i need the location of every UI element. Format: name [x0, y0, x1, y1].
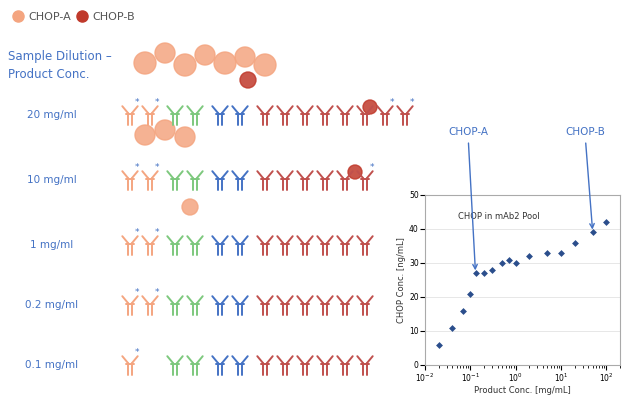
Text: *: *	[154, 98, 159, 107]
Text: 20 mg/ml: 20 mg/ml	[27, 110, 77, 120]
Circle shape	[254, 54, 276, 76]
Text: CHOP-B: CHOP-B	[565, 127, 605, 228]
Circle shape	[155, 43, 175, 63]
Text: *: *	[135, 98, 139, 107]
Text: 10 mg/ml: 10 mg/ml	[27, 175, 77, 185]
Circle shape	[155, 120, 175, 140]
Text: *: *	[135, 289, 139, 297]
Text: *: *	[135, 228, 139, 237]
Circle shape	[240, 72, 256, 88]
Circle shape	[174, 54, 196, 76]
Text: *: *	[154, 228, 159, 237]
Text: CHOP-B: CHOP-B	[92, 12, 135, 22]
Text: *: *	[389, 98, 394, 107]
Text: Sample Dilution –
Product Conc.: Sample Dilution – Product Conc.	[8, 50, 112, 81]
Y-axis label: CHOP Conc. [ng/mL]: CHOP Conc. [ng/mL]	[398, 237, 406, 323]
Circle shape	[195, 45, 215, 65]
Text: *: *	[410, 98, 414, 107]
Text: 0.2 mg/ml: 0.2 mg/ml	[25, 300, 78, 310]
Text: 1 mg/ml: 1 mg/ml	[30, 240, 73, 250]
Text: CHOP-A: CHOP-A	[28, 12, 71, 22]
Circle shape	[348, 165, 362, 179]
Text: *: *	[135, 348, 139, 357]
Circle shape	[182, 199, 198, 215]
Circle shape	[175, 127, 195, 147]
Text: 0.1 mg/ml: 0.1 mg/ml	[25, 360, 78, 370]
Circle shape	[363, 100, 377, 114]
Text: *: *	[135, 164, 139, 172]
Circle shape	[135, 125, 155, 145]
X-axis label: Product Conc. [mg/mL]: Product Conc. [mg/mL]	[474, 386, 571, 396]
Text: *: *	[154, 164, 159, 172]
Circle shape	[235, 47, 255, 67]
Circle shape	[134, 52, 156, 74]
Text: CHOP-A: CHOP-A	[448, 127, 488, 269]
Circle shape	[214, 52, 236, 74]
Text: *: *	[369, 164, 374, 172]
Text: *: *	[154, 289, 159, 297]
Text: CHOP in mAb2 Pool: CHOP in mAb2 Pool	[458, 212, 540, 221]
